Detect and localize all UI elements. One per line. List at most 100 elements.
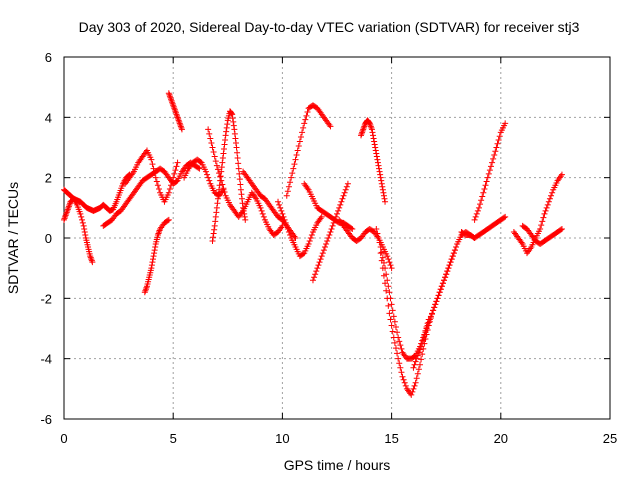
- data-point: [395, 355, 402, 362]
- data-point: [231, 126, 238, 133]
- data-point: [379, 186, 386, 193]
- data-point: [215, 191, 222, 198]
- data-point: [210, 149, 217, 156]
- data-point: [399, 373, 406, 380]
- data-point: [422, 329, 429, 336]
- data-point: [231, 130, 238, 137]
- data-point: [223, 128, 230, 135]
- data-point: [293, 152, 300, 159]
- data-point: [295, 142, 302, 149]
- data-point: [423, 325, 430, 332]
- data-point: [545, 198, 552, 205]
- data-point: [479, 193, 486, 200]
- data-point: [335, 207, 342, 214]
- data-point: [421, 333, 428, 340]
- data-point: [206, 130, 213, 137]
- data-point: [489, 159, 496, 166]
- data-point: [384, 253, 391, 260]
- data-point: [165, 216, 172, 223]
- data-point: [368, 126, 375, 133]
- data-point: [384, 277, 391, 284]
- data-point: [370, 135, 377, 142]
- data-point: [376, 165, 383, 172]
- data-point: [196, 165, 203, 172]
- data-point: [448, 256, 455, 263]
- series-arc-16: [358, 117, 389, 205]
- data-point: [413, 355, 420, 362]
- data-point: [294, 147, 301, 154]
- data-point: [410, 364, 417, 371]
- data-point: [475, 204, 482, 211]
- data-point: [540, 214, 547, 221]
- data-point: [204, 171, 211, 178]
- data-point: [546, 195, 553, 202]
- data-point: [80, 222, 87, 229]
- data-point: [178, 126, 185, 133]
- y-tick-label: -2: [40, 291, 52, 306]
- data-point: [449, 253, 456, 260]
- data-point: [217, 173, 224, 180]
- data-point: [430, 307, 437, 314]
- data-point: [558, 171, 565, 178]
- data-point: [297, 133, 304, 140]
- x-tick-label: 5: [170, 431, 177, 446]
- data-point: [348, 225, 355, 232]
- data-point: [416, 361, 423, 368]
- data-point: [388, 322, 395, 329]
- data-point: [378, 249, 385, 256]
- series-arc-22: [510, 171, 565, 257]
- data-point: [397, 364, 404, 371]
- data-point: [427, 313, 434, 320]
- data-point: [432, 301, 439, 308]
- x-tick-label: 20: [494, 431, 508, 446]
- data-point: [390, 334, 397, 341]
- data-point: [327, 228, 334, 235]
- data-point: [171, 170, 178, 177]
- data-point: [79, 216, 86, 223]
- data-point: [548, 192, 555, 199]
- series-arc-09: [205, 126, 286, 238]
- data-point: [387, 262, 394, 269]
- data-point: [492, 148, 499, 155]
- data-point: [380, 272, 387, 279]
- data-point: [412, 379, 419, 386]
- data-point: [392, 345, 399, 352]
- data-point: [220, 150, 227, 157]
- data-point: [213, 209, 220, 216]
- data-point: [308, 231, 315, 238]
- data-point: [81, 225, 88, 232]
- data-point: [327, 123, 334, 130]
- data-point: [210, 234, 217, 241]
- y-axis-label: SDTVAR / TECUs: [5, 182, 21, 294]
- data-point: [218, 177, 225, 184]
- data-point: [328, 225, 335, 232]
- data-point: [300, 124, 307, 131]
- data-point: [408, 391, 415, 398]
- data-point: [234, 155, 241, 162]
- data-point: [260, 213, 267, 220]
- data-point: [220, 146, 227, 153]
- data-point: [541, 210, 548, 217]
- data-point: [381, 195, 388, 202]
- data-point: [287, 231, 294, 238]
- data-point: [349, 225, 356, 232]
- y-tick-label: 0: [45, 231, 52, 246]
- data-point: [446, 262, 453, 269]
- data-point: [542, 207, 549, 214]
- data-point: [214, 166, 221, 173]
- data-point: [415, 349, 422, 356]
- data-point: [296, 138, 303, 145]
- data-point: [312, 271, 319, 278]
- data-point: [283, 222, 290, 229]
- data-point: [234, 149, 241, 156]
- data-point: [276, 201, 283, 208]
- data-point: [344, 180, 351, 187]
- data-point: [259, 210, 266, 217]
- data-point: [483, 178, 490, 185]
- data-point: [258, 207, 265, 214]
- data-point: [228, 110, 235, 117]
- data-point: [398, 345, 405, 352]
- data-point: [436, 289, 443, 296]
- data-point: [197, 158, 204, 165]
- data-point: [150, 253, 157, 260]
